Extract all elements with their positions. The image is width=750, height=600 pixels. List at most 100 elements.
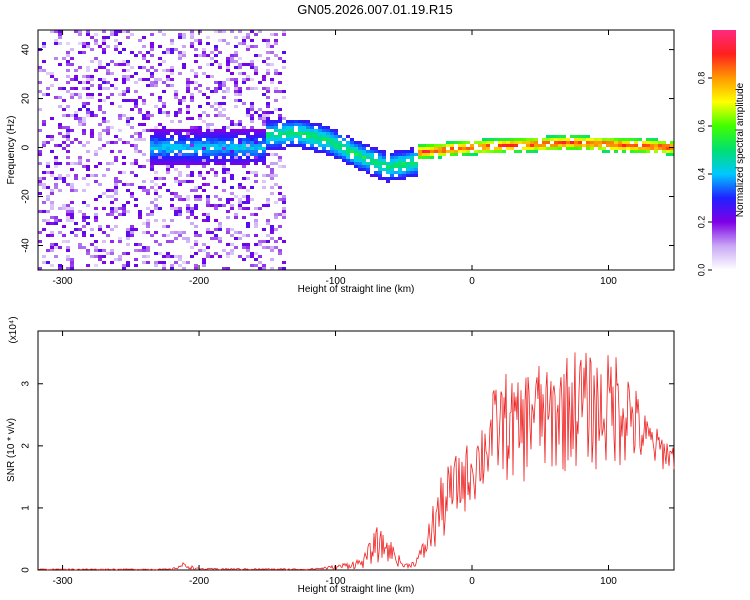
spectrogram-cell <box>98 228 102 231</box>
spectrogram-cell <box>542 141 546 144</box>
spectrogram-cell <box>258 144 262 147</box>
spectrogram-cell <box>610 138 614 141</box>
spectrogram-cell <box>498 141 502 144</box>
spectrogram-cell <box>62 240 66 243</box>
spectrogram-cell <box>170 69 174 72</box>
spectrogram-cell <box>102 207 106 210</box>
spectrogram-cell <box>158 45 162 48</box>
spectrogram-cell <box>398 174 402 177</box>
spectrogram-cell <box>178 231 182 234</box>
spectrogram-cell <box>146 249 150 252</box>
spectrogram-cell <box>138 135 142 138</box>
spectrogram-cell <box>494 138 498 141</box>
spectrogram-cell <box>154 219 158 222</box>
spectrogram-cell <box>410 171 414 174</box>
spectrogram-cell <box>478 141 482 144</box>
spectrogram-cell <box>194 252 198 255</box>
spectrogram-cell <box>258 267 262 270</box>
spectrogram-cell <box>170 267 174 270</box>
spectrogram-cell <box>134 102 138 105</box>
spectrogram-cell <box>366 156 370 159</box>
spectrogram-cell <box>490 150 494 153</box>
spectrogram-cell <box>394 156 398 159</box>
spectrogram-cell <box>226 135 230 138</box>
spectrogram-cell <box>302 141 306 144</box>
spectrogram-cell <box>346 147 350 150</box>
spectrogram-cell <box>146 213 150 216</box>
spectrogram-cell <box>286 144 290 147</box>
spectrogram-cell <box>294 144 298 147</box>
spectrogram-cell <box>210 135 214 138</box>
spectrogram-cell <box>126 63 130 66</box>
spectrogram-cell <box>82 102 86 105</box>
spectrogram-cell <box>110 126 114 129</box>
spectrogram-cell <box>66 249 70 252</box>
spectrogram-cell <box>190 180 194 183</box>
spectrogram-cell <box>302 144 306 147</box>
spectrogram-cell <box>386 171 390 174</box>
spectrogram-cell <box>238 138 242 141</box>
spectrogram-cell <box>518 150 522 153</box>
spectrogram-cell <box>150 159 154 162</box>
spectrogram-cell <box>102 30 106 33</box>
spectrogram-cell <box>254 207 258 210</box>
spectrogram-cell <box>122 267 126 270</box>
spectrogram-cell <box>390 165 394 168</box>
spectrogram-cell <box>126 264 130 267</box>
spectrogram-cell <box>274 246 278 249</box>
spectrogram-cell <box>230 144 234 147</box>
spectrogram-cell <box>46 198 50 201</box>
spectrogram-cell <box>230 204 234 207</box>
spectrogram-cell <box>246 222 250 225</box>
spectrogram-cell <box>46 222 50 225</box>
spectrogram-cell <box>422 156 426 159</box>
spectrogram-cell <box>102 81 106 84</box>
spectrogram-cell <box>94 219 98 222</box>
spectrogram-cell <box>230 174 234 177</box>
spectrogram-cell <box>218 87 222 90</box>
spectrogram-cell <box>538 144 542 147</box>
spectrogram-y-tick-label: 0 <box>21 144 32 150</box>
spectrogram-cell <box>190 45 194 48</box>
spectrogram-cell <box>166 168 170 171</box>
spectrogram-cell <box>150 165 154 168</box>
spectrogram-cell <box>238 156 242 159</box>
spectrogram-cell <box>610 147 614 150</box>
spectrogram-cell <box>190 33 194 36</box>
spectrogram-cell <box>66 204 70 207</box>
spectrogram-cell <box>294 135 298 138</box>
spectrogram-cell <box>214 129 218 132</box>
spectrogram-cell <box>194 264 198 267</box>
spectrogram-cell <box>86 114 90 117</box>
spectrogram-cell <box>66 54 70 57</box>
spectrogram-cell <box>254 141 258 144</box>
spectrogram-cell <box>314 123 318 126</box>
spectrogram-cell <box>150 210 154 213</box>
spectrogram-cell <box>174 147 178 150</box>
spectrogram-cell <box>326 129 330 132</box>
spectrogram-cell <box>358 162 362 165</box>
spectrogram-cell <box>134 144 138 147</box>
colorbar-tick-label: 0.0 <box>696 264 706 277</box>
spectrogram-cell <box>66 213 70 216</box>
spectrogram-cell <box>122 207 126 210</box>
spectrogram-cell <box>182 147 186 150</box>
spectrogram-cell <box>646 138 650 141</box>
spectrogram-cell <box>234 87 238 90</box>
spectrogram-cell <box>186 129 190 132</box>
spectrogram-cell <box>66 216 70 219</box>
spectrogram-cell <box>126 117 130 120</box>
spectrogram-cell <box>274 54 278 57</box>
spectrogram-cell <box>254 180 258 183</box>
spectrogram-cell <box>594 138 598 141</box>
spectrogram-cell <box>366 162 370 165</box>
spectrogram-cell <box>242 201 246 204</box>
spectrogram-cell <box>78 156 82 159</box>
spectrogram-cell <box>610 144 614 147</box>
spectrogram-cell <box>218 156 222 159</box>
colorbar-label: Normalized spectral amplitude <box>735 82 746 217</box>
spectrogram-cell <box>630 144 634 147</box>
spectrogram-cell <box>290 138 294 141</box>
spectrogram-cell <box>254 138 258 141</box>
spectrogram-cell <box>550 144 554 147</box>
